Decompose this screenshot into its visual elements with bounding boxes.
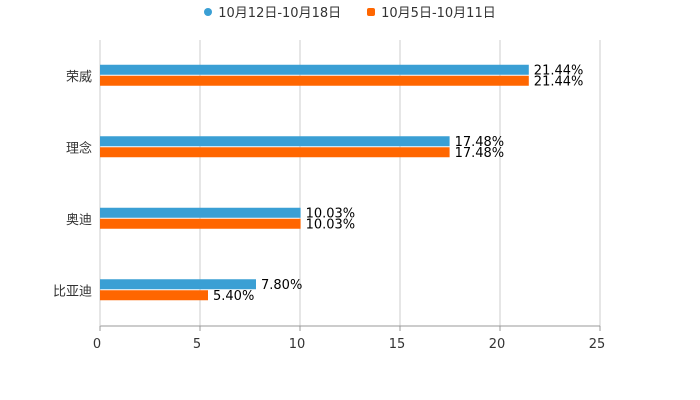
legend-item-series-1[interactable]: 10月12日-10月18日 xyxy=(204,2,341,21)
bar-series-1 xyxy=(100,64,529,75)
legend-swatch-series-2 xyxy=(367,7,376,16)
data-label: 21.44% xyxy=(534,74,584,89)
data-label: 17.48% xyxy=(455,146,505,161)
data-label: 5.40% xyxy=(213,289,254,304)
category-label: 理念 xyxy=(66,140,92,156)
bar-series-1 xyxy=(100,279,256,290)
bar-series-1 xyxy=(100,207,301,218)
bar-series-1 xyxy=(100,136,450,147)
bar-series-2 xyxy=(100,290,208,301)
data-label: 10.03% xyxy=(306,217,356,232)
category-label: 奥迪 xyxy=(66,213,92,228)
data-label: 10.03% xyxy=(306,206,356,221)
x-tick-label: 0 xyxy=(93,337,101,352)
legend-swatch-series-1 xyxy=(204,7,213,16)
data-label: 17.48% xyxy=(455,135,505,150)
category-label: 比亚迪 xyxy=(53,284,92,299)
legend-label-series-1: 10月12日-10月18日 xyxy=(218,6,342,21)
x-tick-label: 25 xyxy=(589,337,606,352)
bar-series-2 xyxy=(100,218,301,229)
x-tick-label: 15 xyxy=(389,337,406,352)
data-label: 7.80% xyxy=(261,278,302,293)
legend-item-series-2[interactable]: 10月5日-10月11日 xyxy=(367,2,496,21)
legend: 10月12日-10月18日 10月5日-10月11日 xyxy=(0,2,700,21)
x-tick-label: 5 xyxy=(193,337,201,352)
x-tick-label: 20 xyxy=(489,337,506,352)
category-label: 荣威 xyxy=(66,70,92,85)
data-label: 21.44% xyxy=(534,63,584,78)
legend-label-series-2: 10月5日-10月11日 xyxy=(381,6,496,21)
bar-series-2 xyxy=(100,75,529,86)
bar-series-2 xyxy=(100,147,450,158)
x-tick-label: 10 xyxy=(289,337,306,352)
